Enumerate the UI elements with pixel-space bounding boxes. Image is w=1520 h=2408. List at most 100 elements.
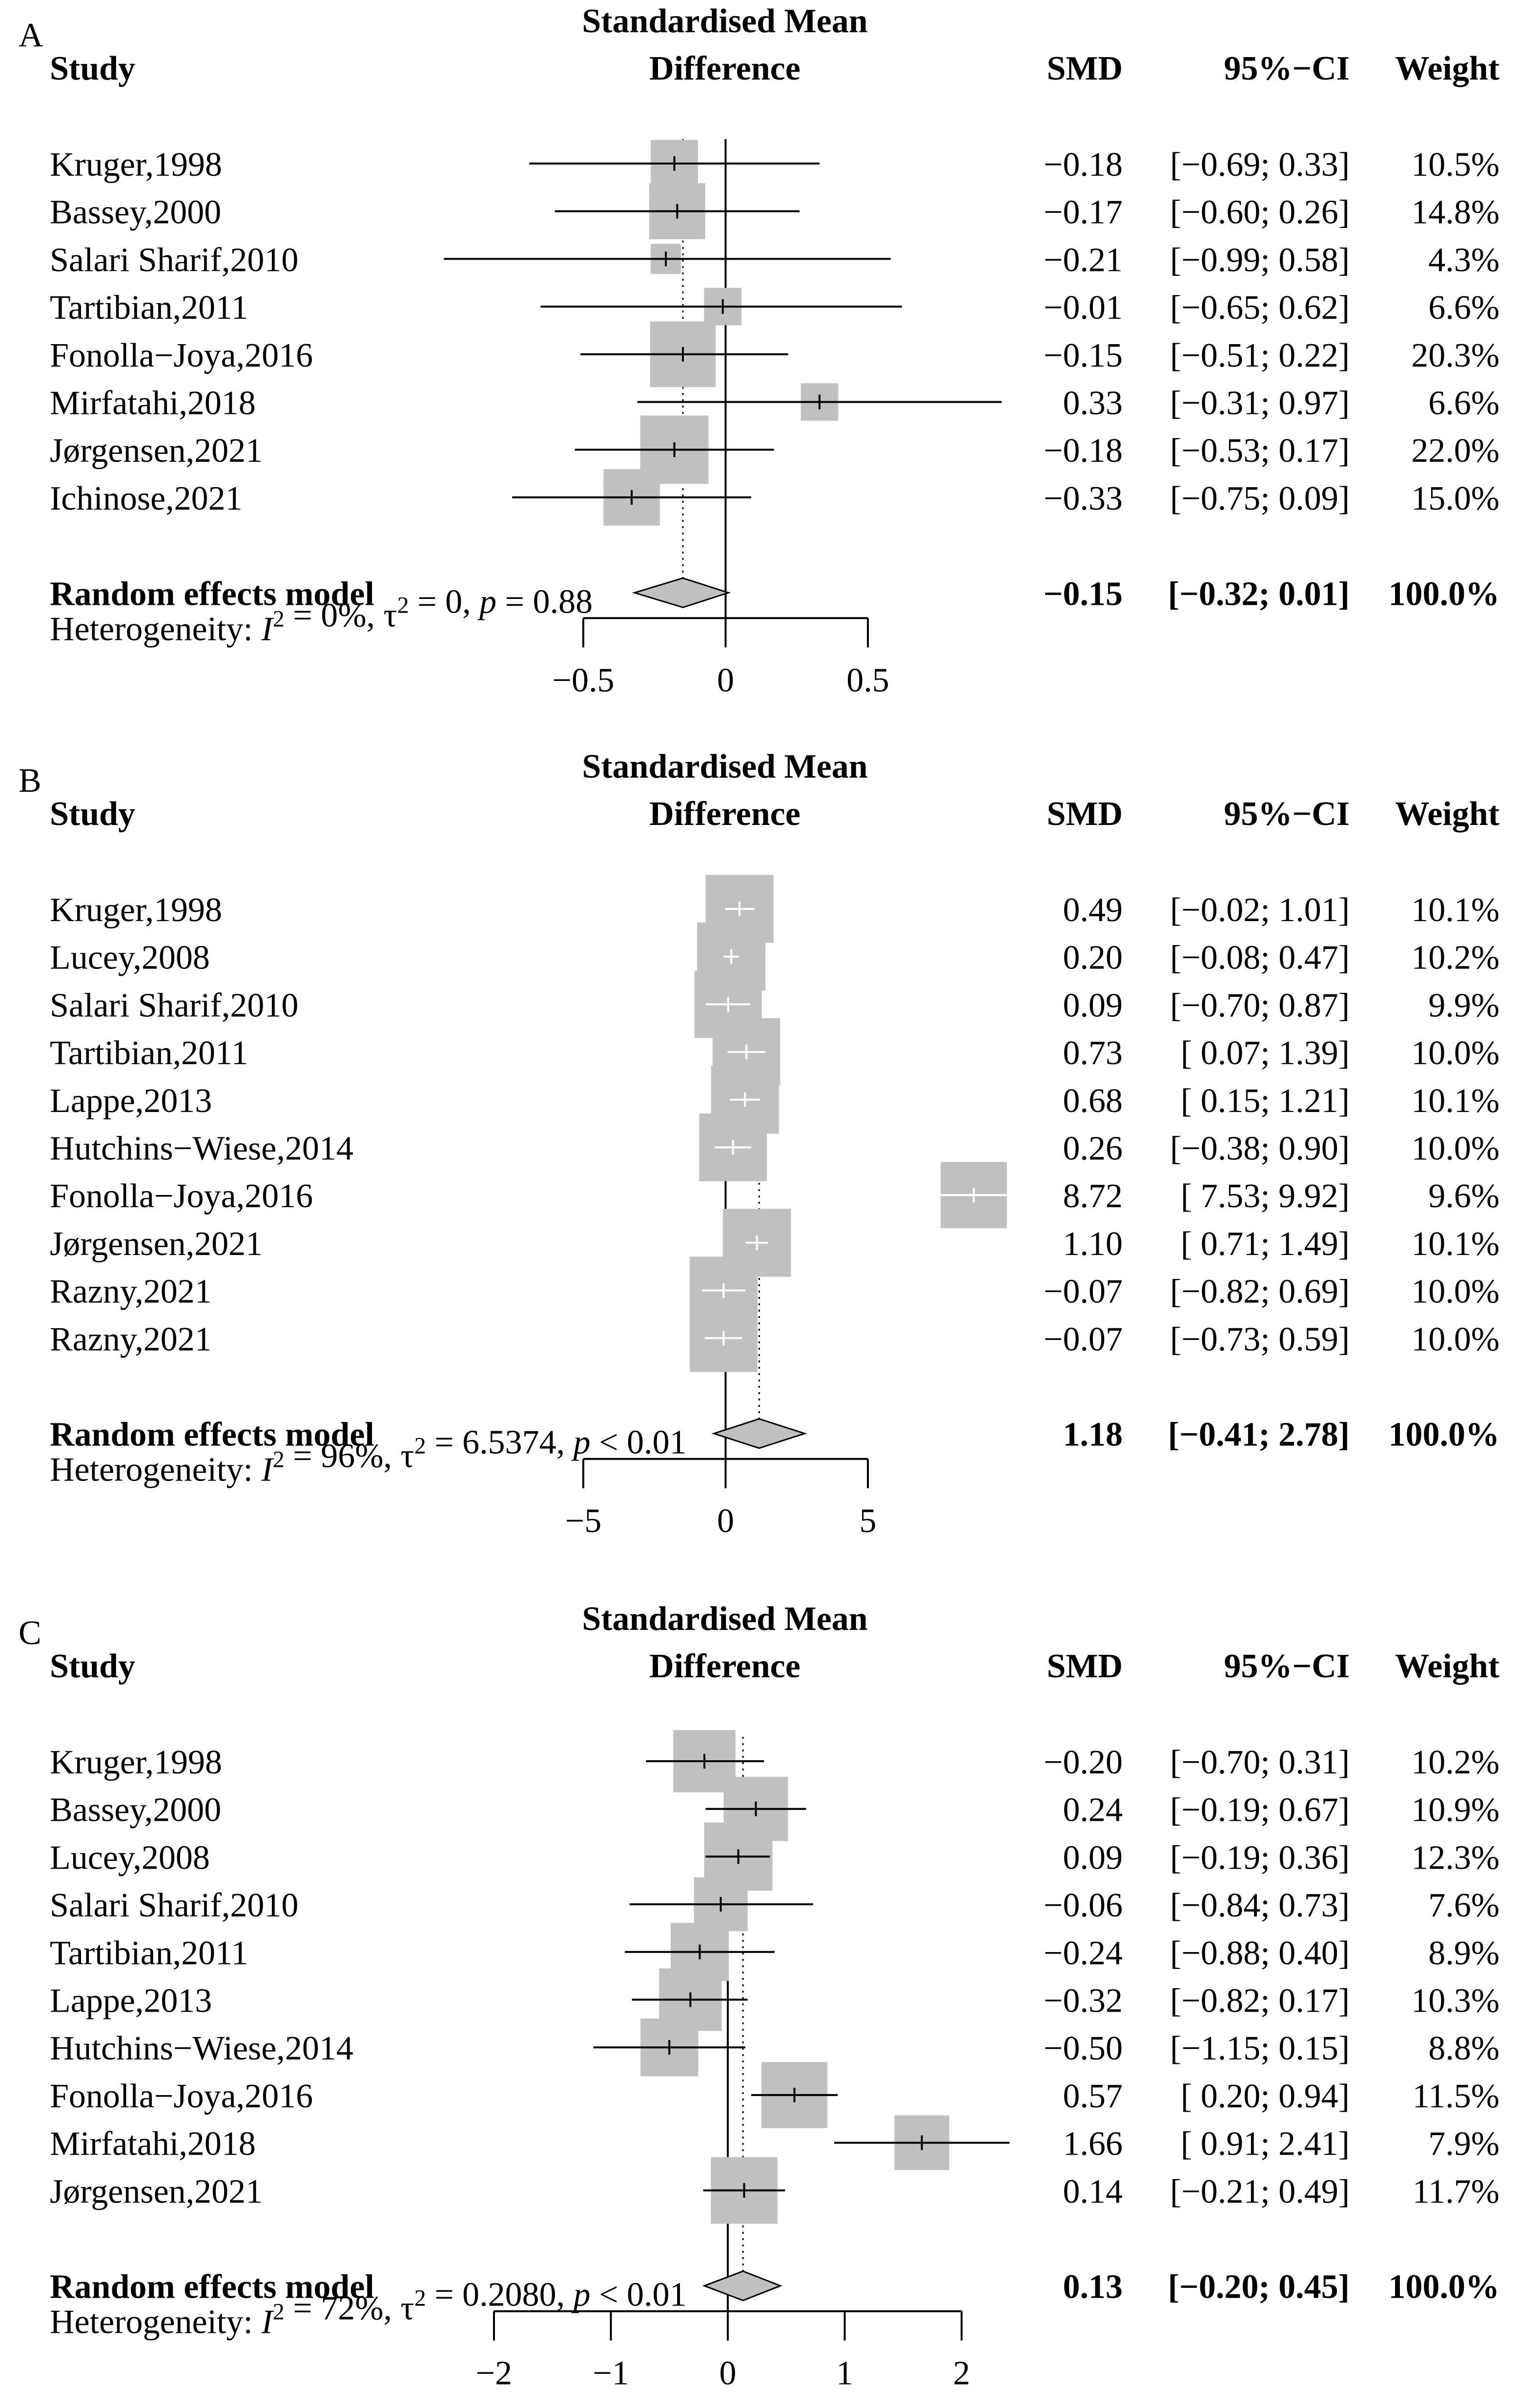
study-weight-value: 10.0% [1411, 1130, 1499, 1168]
study-ci-value: [ 7.53; 9.92] [1181, 1177, 1350, 1215]
pooled-diamond [702, 2270, 782, 2302]
study-weight-value: 10.9% [1411, 1791, 1499, 1829]
study-label: Salari Sharif,2010 [50, 987, 298, 1024]
study-smd-value: −0.06 [1044, 1887, 1123, 1924]
study-ci-value: [−0.70; 0.31] [1170, 1744, 1350, 1781]
study-ci-value: [−0.69; 0.33] [1170, 146, 1350, 184]
study-ci-value: [−0.53; 0.17] [1170, 432, 1350, 470]
study-smd-value: 0.24 [1063, 1791, 1123, 1829]
study-smd-value: −0.20 [1044, 1744, 1123, 1781]
study-weight-value: 10.0% [1411, 1273, 1499, 1311]
x-axis-tick-label: −0.5 [553, 661, 615, 699]
study-label: Ichinose,2021 [50, 480, 243, 517]
study-smd-value: −0.21 [1044, 241, 1123, 279]
study-smd-value: −0.24 [1044, 1935, 1123, 1972]
study-label: Mirfatahi,2018 [50, 385, 256, 422]
study-weight-value: 20.3% [1411, 337, 1499, 374]
study-label: Bassey,2000 [50, 194, 221, 231]
ci-column-header: 95%−CI [1224, 50, 1350, 87]
panel-label: C [19, 1614, 41, 1652]
study-label: Jørgensen,2021 [50, 1225, 263, 1263]
study-ci-value: [−0.75; 0.09] [1170, 480, 1350, 517]
study-ci-value: [−0.82; 0.69] [1170, 1273, 1350, 1311]
study-weight-value: 11.7% [1413, 2173, 1499, 2210]
study-weight-value: 11.5% [1413, 2078, 1499, 2115]
study-weight-value: 4.3% [1428, 241, 1499, 279]
study-weight-value: 10.1% [1411, 1225, 1499, 1263]
study-weight-value: 7.6% [1428, 1887, 1499, 1924]
study-weight-value: 8.8% [1428, 2030, 1499, 2067]
study-ci-value: [−0.70; 0.87] [1170, 987, 1350, 1024]
panel-label: A [19, 17, 43, 54]
study-label: Fonolla−Joya,2016 [50, 2078, 313, 2115]
study-weight-value: 10.5% [1411, 146, 1499, 184]
x-axis-tick-label: 0 [717, 661, 734, 699]
panel-label: B [19, 762, 41, 800]
effect-header-line1: Standardised Mean [582, 2, 867, 40]
study-ci-value: [−0.51; 0.22] [1170, 337, 1350, 374]
study-smd-value: −0.17 [1044, 194, 1123, 231]
smd-column-header: SMD [1047, 795, 1123, 833]
study-smd-value: 0.33 [1063, 385, 1123, 422]
study-label: Jørgensen,2021 [50, 432, 263, 470]
study-smd-value: −0.15 [1044, 337, 1123, 374]
study-ci-value: [ 0.20; 0.94] [1181, 2078, 1350, 2115]
pooled-smd-value: −0.15 [1044, 575, 1123, 613]
pooled-model-label: Random effects model [50, 575, 374, 613]
study-label: Hutchins−Wiese,2014 [50, 2030, 353, 2067]
study-ci-value: [−0.19; 0.36] [1170, 1839, 1350, 1876]
study-smd-value: −0.01 [1044, 289, 1123, 327]
study-label: Mirfatahi,2018 [50, 2125, 256, 2163]
study-label: Lappe,2013 [50, 1982, 212, 2020]
study-label: Tartibian,2011 [50, 1935, 248, 1972]
x-axis-tick-label: 1 [836, 2355, 853, 2392]
study-smd-value: −0.07 [1044, 1320, 1123, 1358]
study-weight-value: 10.0% [1411, 1034, 1499, 1072]
effect-header-line2: Difference [649, 50, 801, 87]
pooled-diamond [711, 1418, 807, 1449]
study-smd-value: −0.07 [1044, 1273, 1123, 1311]
effect-header-line1: Standardised Mean [582, 748, 867, 785]
x-axis-tick-label: 0 [717, 1502, 734, 1540]
study-smd-value: 1.10 [1063, 1225, 1123, 1263]
study-weight-value: 10.1% [1411, 891, 1499, 929]
x-axis-tick-label: 0.5 [846, 661, 889, 699]
study-ci-value: [−0.60; 0.26] [1170, 194, 1350, 231]
study-smd-value: −0.18 [1044, 146, 1123, 184]
pooled-ci-value: [−0.41; 2.78] [1168, 1416, 1350, 1454]
pooled-weight-value: 100.0% [1389, 1416, 1500, 1454]
effect-header-line2: Difference [649, 1647, 801, 1685]
study-smd-value: 0.73 [1063, 1034, 1123, 1072]
study-ci-value: [−0.19; 0.67] [1170, 1791, 1350, 1829]
study-ci-value: [−0.21; 0.49] [1170, 2173, 1350, 2210]
study-label: Kruger,1998 [50, 891, 222, 929]
study-weight-value: 9.6% [1428, 1177, 1499, 1215]
smd-column-header: SMD [1047, 1647, 1123, 1685]
study-label: Lucey,2008 [50, 1839, 210, 1876]
x-axis-tick-label: 5 [860, 1502, 877, 1540]
study-ci-value: [−1.15; 0.15] [1170, 2030, 1350, 2067]
study-smd-value: −0.50 [1044, 2030, 1123, 2067]
x-axis-tick-label: −1 [593, 2355, 629, 2392]
x-axis-tick-label: −2 [476, 2355, 512, 2392]
study-weight-value: 10.2% [1411, 1744, 1499, 1781]
effect-header-line1: Standardised Mean [582, 1600, 867, 1638]
pooled-weight-value: 100.0% [1389, 2268, 1500, 2306]
study-weight-value: 6.6% [1428, 289, 1499, 327]
study-column-header: Study [50, 50, 135, 87]
pooled-ci-value: [−0.20; 0.45] [1168, 2268, 1350, 2306]
study-smd-value: 0.14 [1063, 2173, 1123, 2210]
study-smd-value: −0.18 [1044, 432, 1123, 470]
study-smd-value: 0.57 [1063, 2078, 1123, 2115]
study-smd-value: 0.20 [1063, 939, 1123, 977]
study-smd-value: −0.33 [1044, 480, 1123, 517]
study-ci-value: [ 0.15; 1.21] [1181, 1082, 1350, 1120]
study-ci-value: [−0.65; 0.62] [1170, 289, 1350, 327]
heterogeneity-text: Heterogeneity: I2 = 72%, τ2 = 0.2080, p … [50, 2276, 687, 2341]
study-ci-value: [−0.08; 0.47] [1170, 939, 1350, 977]
study-weight-value: 10.0% [1411, 1320, 1499, 1358]
study-weight-value: 10.3% [1411, 1982, 1499, 2020]
study-weight-value: 6.6% [1428, 385, 1499, 422]
panel-c: C Standardised Mean Difference Study SMD 95%−… [19, 1600, 1499, 2392]
